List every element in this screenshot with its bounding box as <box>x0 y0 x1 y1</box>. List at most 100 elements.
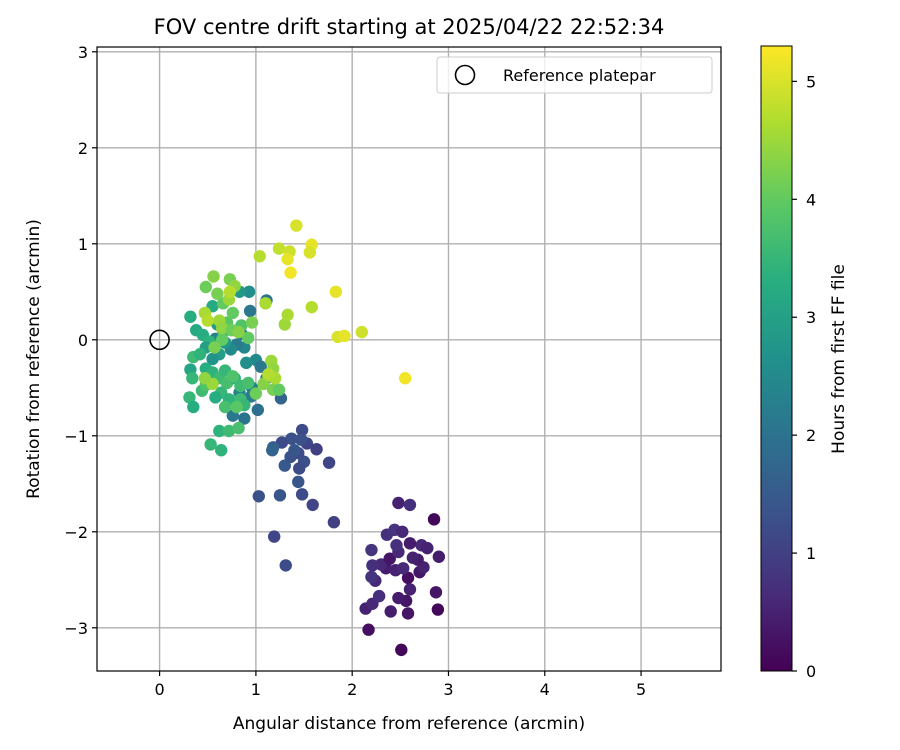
data-point <box>431 603 445 616</box>
data-point <box>303 246 317 259</box>
data-point <box>215 444 228 457</box>
chart-title: FOV centre drift starting at 2025/04/22 … <box>154 15 665 39</box>
data-point <box>193 348 207 361</box>
plot-frame <box>96 46 722 672</box>
data-point <box>292 475 305 489</box>
data-point <box>403 583 417 596</box>
data-point <box>432 550 446 563</box>
data-point <box>232 325 245 339</box>
data-point <box>272 383 286 396</box>
data-point <box>279 559 292 572</box>
data-point <box>284 266 297 279</box>
data-point <box>281 308 294 322</box>
data-point <box>201 314 214 327</box>
data-point <box>222 424 236 438</box>
data-point <box>218 400 232 414</box>
y-tick-label: 0 <box>78 331 88 350</box>
data-point <box>392 496 405 510</box>
data-point <box>213 424 226 438</box>
data-point <box>295 488 309 501</box>
data-point <box>199 280 213 294</box>
y-tick-label: −3 <box>64 619 88 638</box>
data-point <box>383 552 396 565</box>
data-point <box>245 316 259 329</box>
data-point <box>232 421 245 435</box>
y-tick-label: 2 <box>78 139 88 158</box>
x-tick-label: 4 <box>540 680 550 699</box>
data-point <box>241 376 255 390</box>
data-point <box>372 589 386 603</box>
data-point <box>249 387 263 400</box>
data-point <box>272 242 286 255</box>
x-tick-label: 2 <box>347 680 357 699</box>
colorbar-tick-label: 1 <box>806 544 816 563</box>
data-point <box>392 591 405 605</box>
colorbar-tick-label: 4 <box>806 190 816 209</box>
data-point <box>209 391 222 404</box>
colorbar-ticks: 0 1 2 3 4 5 <box>792 72 816 681</box>
legend: Reference platepar <box>436 56 713 94</box>
data-point <box>401 607 415 620</box>
data-point <box>362 623 375 636</box>
data-point <box>288 444 301 457</box>
legend-entry-reference-platepar: Reference platepar <box>503 66 656 85</box>
data-point <box>267 530 281 543</box>
data-point <box>198 372 212 385</box>
data-point <box>365 570 378 584</box>
data-point <box>241 331 255 345</box>
x-tick-label: 5 <box>636 680 646 699</box>
y-tick-label: 3 <box>78 43 88 62</box>
data-point <box>215 322 229 335</box>
x-tick-label: 1 <box>251 680 261 699</box>
colorbar-label: Hours from first FF file <box>829 264 849 454</box>
data-point <box>230 400 243 414</box>
data-point <box>273 489 287 502</box>
data-point <box>238 412 251 425</box>
reference-platepar-marker <box>149 329 170 351</box>
x-tick-label: 3 <box>443 680 453 699</box>
colorbar-tick-label: 2 <box>806 426 816 445</box>
data-point <box>285 432 298 445</box>
data-point <box>204 438 217 451</box>
data-point <box>384 605 397 618</box>
colorbar-tick-label: 0 <box>806 662 816 681</box>
data-point <box>338 329 351 343</box>
colorbar-tick-label: 5 <box>806 72 816 91</box>
data-point <box>207 270 220 283</box>
data-point <box>278 318 291 331</box>
data-point <box>395 643 408 657</box>
x-axis-label: Angular distance from reference (arcmin) <box>233 714 585 734</box>
data-point <box>226 306 239 320</box>
data-points <box>183 219 446 657</box>
data-point <box>266 444 279 457</box>
data-point <box>421 541 434 555</box>
data-point <box>365 543 378 557</box>
data-point <box>322 456 336 469</box>
data-point <box>293 462 306 475</box>
data-point <box>427 513 441 526</box>
data-point <box>215 333 229 346</box>
legend-box <box>436 56 713 94</box>
data-point <box>253 250 266 263</box>
y-tick-label: 1 <box>78 235 88 254</box>
data-point <box>295 423 309 437</box>
y-tick-label: −2 <box>64 523 88 542</box>
data-point <box>186 372 199 385</box>
data-point <box>355 325 369 339</box>
data-point <box>240 356 253 370</box>
data-point <box>294 433 308 446</box>
data-point <box>327 516 341 529</box>
data-point <box>290 219 303 232</box>
data-point <box>184 310 197 323</box>
y-axis-label: Rotation from reference (arcmin) <box>24 219 44 499</box>
data-point <box>242 285 256 298</box>
legend-open-circle-icon <box>454 64 476 86</box>
data-point <box>262 368 275 381</box>
data-point <box>206 352 219 366</box>
x-axis-ticks: 0 1 2 3 4 5 <box>154 671 646 699</box>
data-point <box>396 525 409 538</box>
colorbar-tick-label: 3 <box>806 308 816 327</box>
data-point <box>398 372 412 385</box>
data-point <box>183 391 196 404</box>
